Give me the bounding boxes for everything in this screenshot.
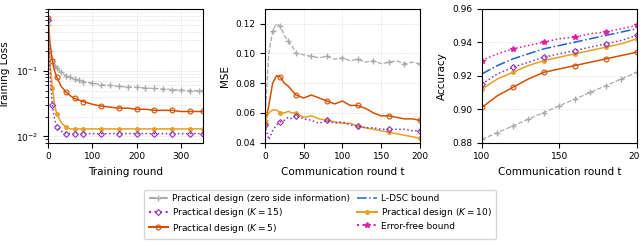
Y-axis label: MSE: MSE: [220, 65, 230, 87]
Y-axis label: Accuracy: Accuracy: [436, 52, 447, 100]
Legend: Practical design (zero side information), Practical design ($K = 15$), Practical: Practical design (zero side information)…: [144, 190, 496, 239]
Y-axis label: Training Loss: Training Loss: [1, 42, 10, 109]
X-axis label: Communication round t: Communication round t: [497, 167, 621, 177]
X-axis label: Communication round t: Communication round t: [281, 167, 404, 177]
X-axis label: Training round: Training round: [88, 167, 163, 177]
